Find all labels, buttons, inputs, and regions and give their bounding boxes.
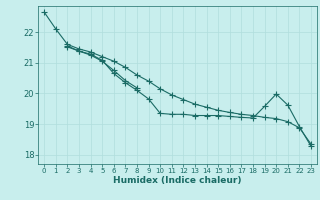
X-axis label: Humidex (Indice chaleur): Humidex (Indice chaleur): [113, 176, 242, 185]
